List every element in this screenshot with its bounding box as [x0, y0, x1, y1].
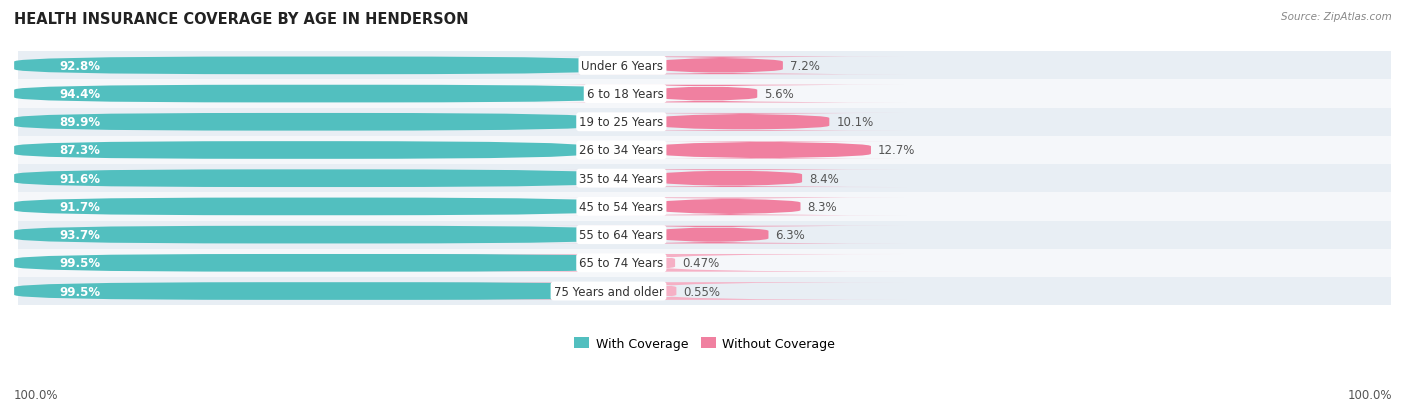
Text: 99.5%: 99.5% — [59, 257, 101, 270]
Text: 6.3%: 6.3% — [775, 228, 806, 242]
Text: 8.3%: 8.3% — [807, 200, 837, 214]
FancyBboxPatch shape — [14, 170, 613, 188]
FancyBboxPatch shape — [536, 57, 907, 75]
FancyBboxPatch shape — [18, 277, 1391, 305]
FancyBboxPatch shape — [510, 85, 907, 103]
Text: 93.7%: 93.7% — [59, 228, 100, 242]
FancyBboxPatch shape — [427, 254, 907, 272]
FancyBboxPatch shape — [14, 198, 614, 216]
FancyBboxPatch shape — [14, 142, 586, 159]
Text: 0.55%: 0.55% — [683, 285, 720, 298]
Text: 26 to 34 Years: 26 to 34 Years — [579, 144, 664, 157]
Text: 10.1%: 10.1% — [837, 116, 873, 129]
FancyBboxPatch shape — [18, 221, 1391, 249]
Text: 8.4%: 8.4% — [808, 172, 839, 185]
FancyBboxPatch shape — [18, 80, 1391, 109]
FancyBboxPatch shape — [554, 198, 907, 216]
FancyBboxPatch shape — [14, 254, 665, 272]
Text: 92.8%: 92.8% — [59, 60, 100, 73]
Text: 0.47%: 0.47% — [682, 257, 720, 270]
FancyBboxPatch shape — [429, 282, 907, 300]
FancyBboxPatch shape — [18, 137, 1391, 165]
FancyBboxPatch shape — [18, 249, 1391, 277]
FancyBboxPatch shape — [14, 85, 631, 103]
Text: 12.7%: 12.7% — [877, 144, 915, 157]
Text: 99.5%: 99.5% — [59, 285, 101, 298]
Text: Under 6 Years: Under 6 Years — [582, 60, 664, 73]
Text: 91.6%: 91.6% — [59, 172, 100, 185]
Text: Source: ZipAtlas.com: Source: ZipAtlas.com — [1281, 12, 1392, 22]
Text: 35 to 44 Years: 35 to 44 Years — [579, 172, 664, 185]
Text: 89.9%: 89.9% — [59, 116, 101, 129]
FancyBboxPatch shape — [14, 114, 602, 131]
Text: 65 to 74 Years: 65 to 74 Years — [579, 257, 664, 270]
Legend: With Coverage, Without Coverage: With Coverage, Without Coverage — [569, 332, 839, 355]
Text: 7.2%: 7.2% — [790, 60, 820, 73]
FancyBboxPatch shape — [582, 114, 907, 131]
Text: 75 Years and older: 75 Years and older — [554, 285, 664, 298]
FancyBboxPatch shape — [18, 109, 1391, 137]
Text: 91.7%: 91.7% — [59, 200, 100, 214]
Text: 100.0%: 100.0% — [14, 388, 59, 401]
Text: 87.3%: 87.3% — [59, 144, 100, 157]
FancyBboxPatch shape — [18, 165, 1391, 193]
Text: 55 to 64 Years: 55 to 64 Years — [579, 228, 664, 242]
FancyBboxPatch shape — [14, 57, 621, 75]
FancyBboxPatch shape — [18, 193, 1391, 221]
FancyBboxPatch shape — [14, 226, 627, 244]
FancyBboxPatch shape — [555, 170, 907, 188]
Text: 94.4%: 94.4% — [59, 88, 101, 101]
FancyBboxPatch shape — [14, 282, 665, 300]
FancyBboxPatch shape — [522, 226, 907, 244]
Text: 45 to 54 Years: 45 to 54 Years — [579, 200, 664, 214]
FancyBboxPatch shape — [18, 52, 1391, 80]
Text: 6 to 18 Years: 6 to 18 Years — [586, 88, 664, 101]
Text: 100.0%: 100.0% — [1347, 388, 1392, 401]
Text: 19 to 25 Years: 19 to 25 Years — [579, 116, 664, 129]
Text: 5.6%: 5.6% — [763, 88, 794, 101]
Text: HEALTH INSURANCE COVERAGE BY AGE IN HENDERSON: HEALTH INSURANCE COVERAGE BY AGE IN HEND… — [14, 12, 468, 27]
FancyBboxPatch shape — [624, 142, 907, 159]
